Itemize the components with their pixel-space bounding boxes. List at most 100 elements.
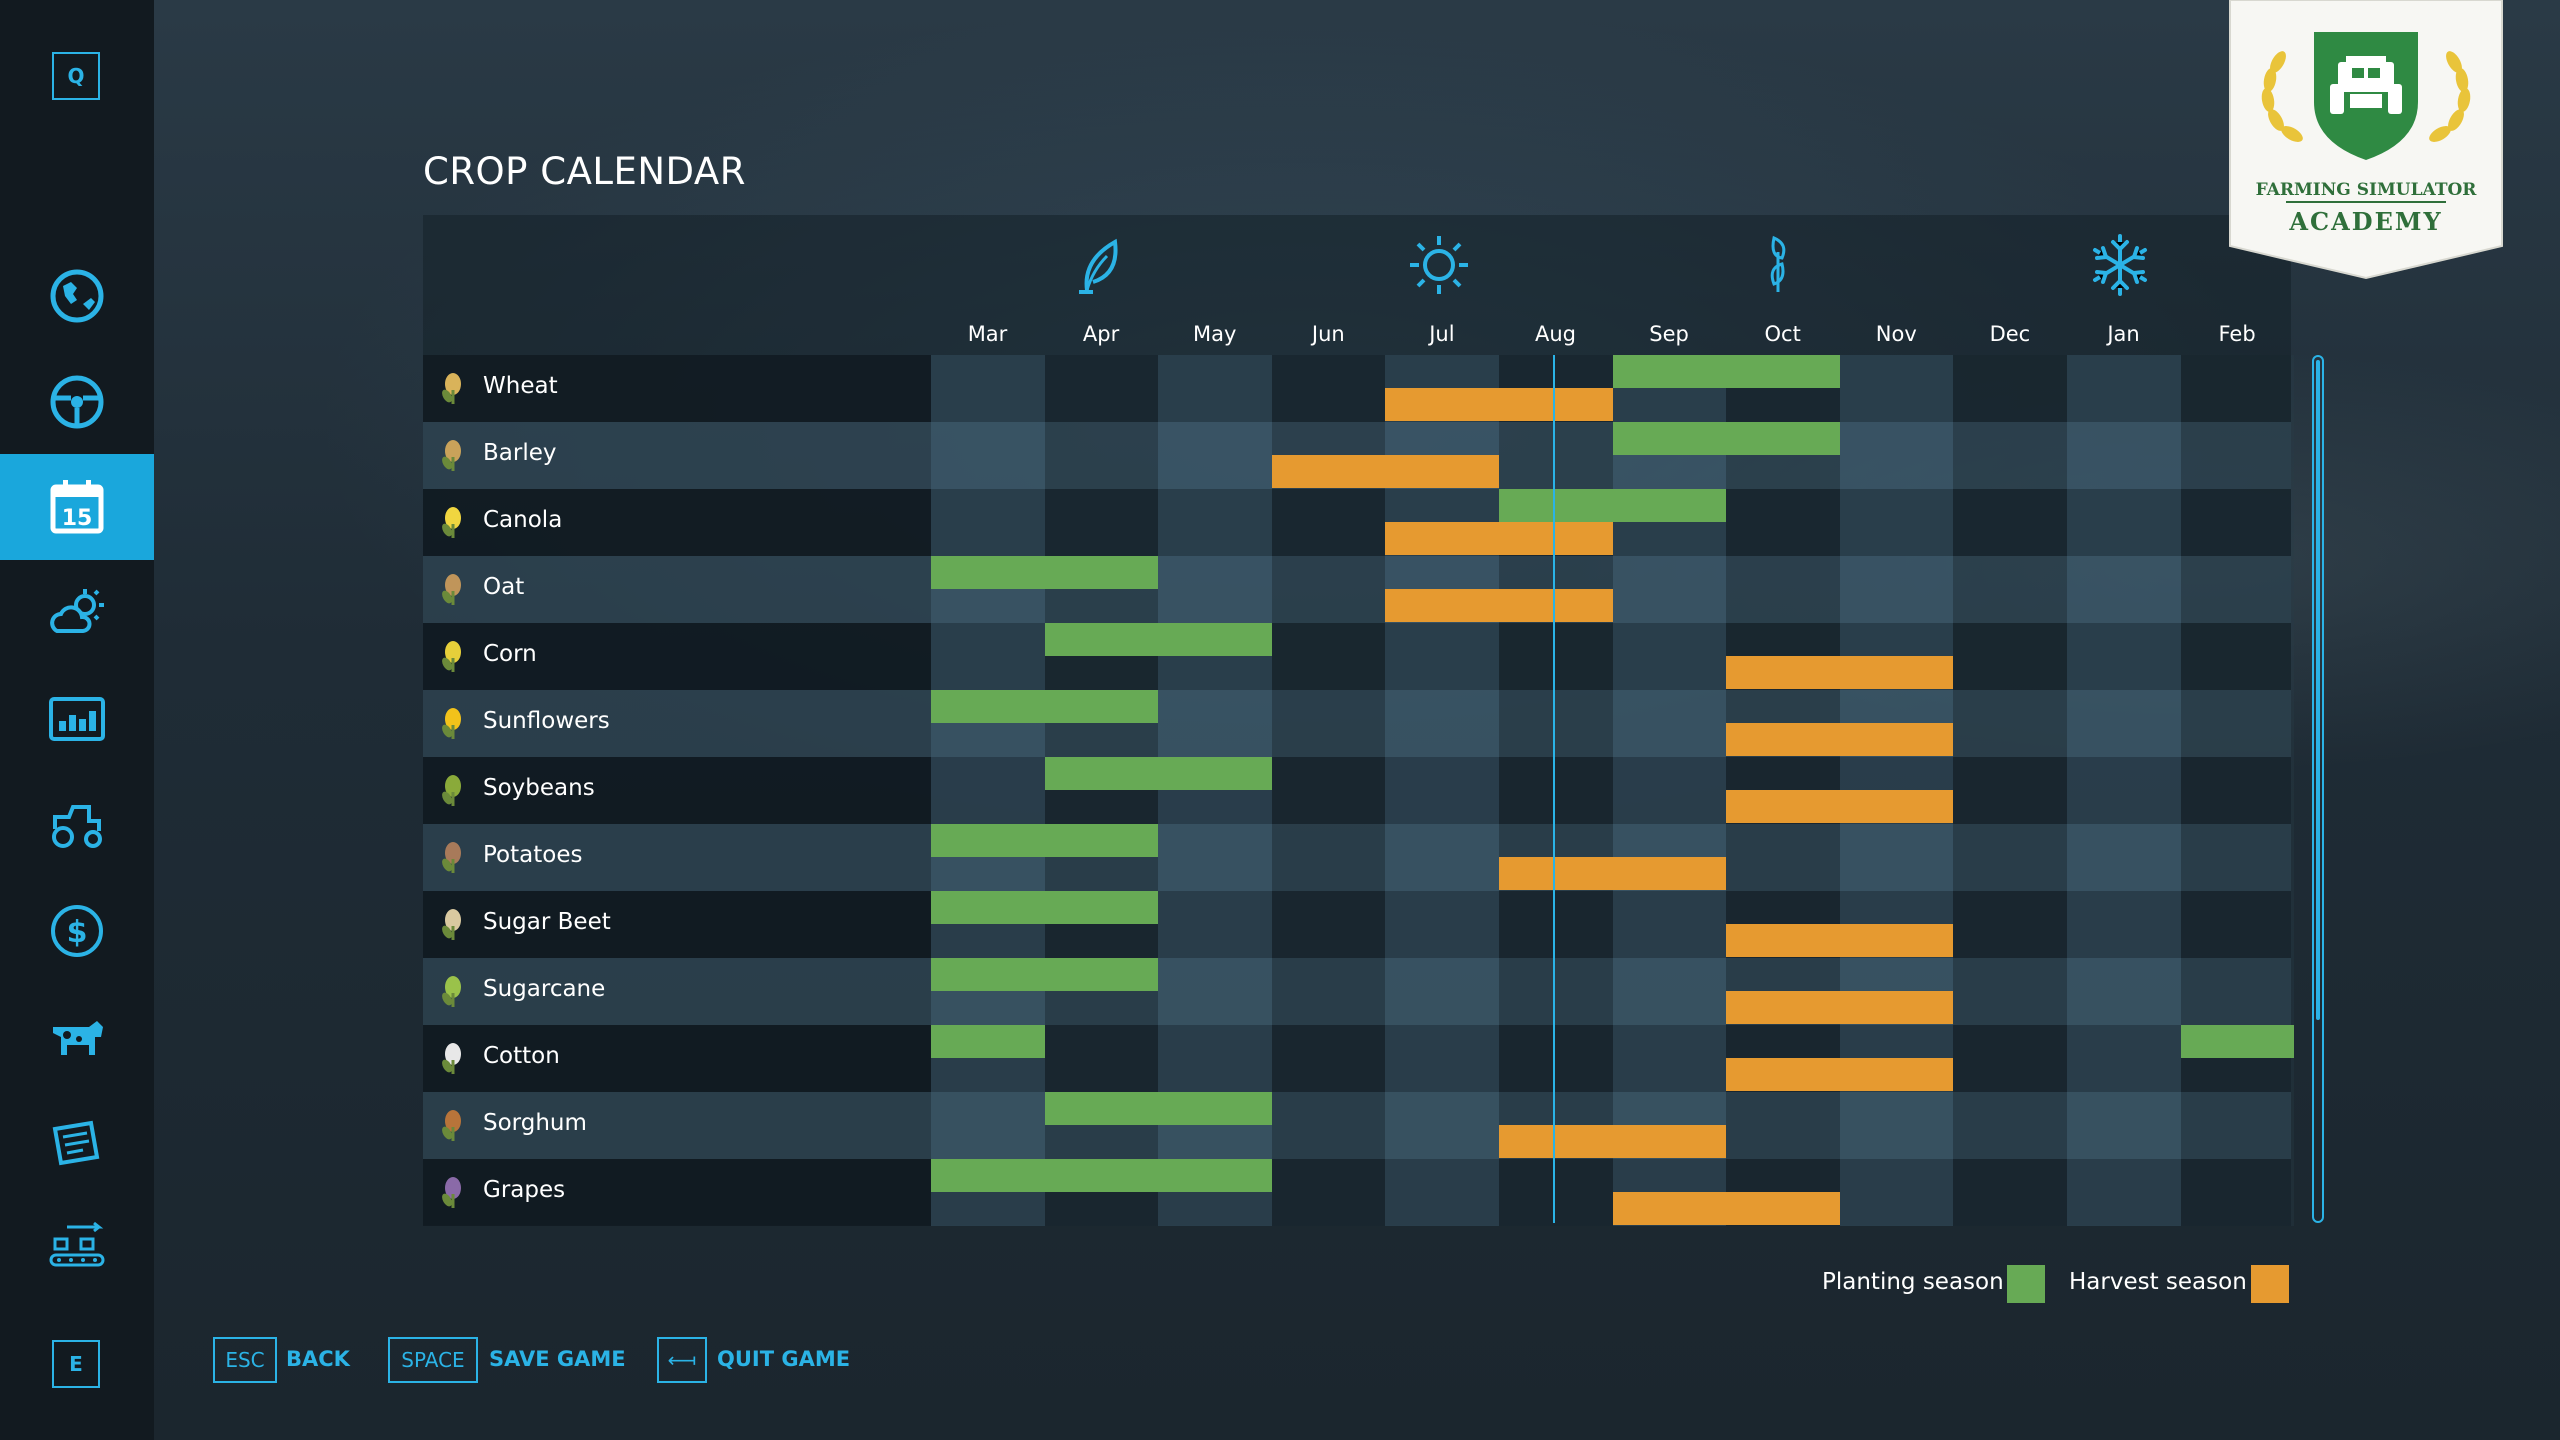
- key-e-hint[interactable]: E: [52, 1340, 100, 1388]
- calendar-cell: [2180, 824, 2295, 891]
- sorghum-icon: [442, 1110, 461, 1141]
- calendar-cell: [1839, 422, 1954, 489]
- calendar-cell: [2067, 958, 2181, 1025]
- crop-row[interactable]: [423, 355, 2291, 422]
- calendar-cell: [1839, 824, 1954, 891]
- planting-season-bar: [931, 824, 1159, 857]
- esc-key-hint[interactable]: ESC: [213, 1337, 277, 1383]
- sidebar-item-contracts[interactable]: [0, 1090, 154, 1196]
- planting-season-bar: [1044, 623, 1272, 656]
- month-header-sep: Sep: [1649, 322, 1689, 346]
- calendar-cell: [1499, 422, 1613, 489]
- sidebar-item-animals[interactable]: [0, 984, 154, 1090]
- calendar-cell: [1499, 1159, 1613, 1226]
- legend-harvest-label: Harvest season: [2069, 1269, 2247, 1295]
- crop-name: Sugarcane: [483, 976, 606, 1002]
- calendar-cell: [931, 757, 1045, 824]
- sidebar-item-statistics[interactable]: [0, 666, 154, 772]
- sidebar-item-production[interactable]: [0, 1196, 154, 1302]
- crop-row[interactable]: [423, 556, 2291, 623]
- harvest-season-bar: [1385, 522, 1613, 555]
- calendar-cell: [2067, 824, 2181, 891]
- harvest-season-bar: [1726, 1058, 1954, 1091]
- oat-icon: [442, 574, 461, 605]
- calendar-cell: [931, 422, 1045, 489]
- calendar-cell: [1953, 355, 2067, 422]
- calendar-cell: [1726, 824, 1840, 891]
- harvest-season-bar: [1385, 388, 1613, 421]
- back-button[interactable]: BACK: [286, 1347, 350, 1371]
- crop-row[interactable]: [423, 891, 2291, 958]
- calendar-cell: [1271, 824, 1386, 891]
- calendar-cell: [931, 623, 1045, 690]
- crop-row[interactable]: [423, 623, 2291, 690]
- calendar-cell: [1612, 556, 1727, 623]
- sidebar-item-vehicles[interactable]: [0, 349, 154, 455]
- calendar-cell: [2180, 623, 2295, 690]
- summer-sun-icon: [1410, 236, 1468, 294]
- harvest-season-bar: [1271, 455, 1499, 488]
- tractor-icon: [52, 805, 102, 848]
- calendar-cell: [1499, 757, 1613, 824]
- calendar-cell: [1612, 1025, 1727, 1092]
- crop-row[interactable]: [423, 1159, 2291, 1226]
- crop-row[interactable]: [423, 690, 2291, 757]
- cotton-icon: [442, 1043, 461, 1074]
- crop-row[interactable]: [423, 1025, 2291, 1092]
- canola-icon: [442, 507, 461, 538]
- calendar-cell: [2067, 556, 2181, 623]
- calendar-cell: [2067, 757, 2181, 824]
- crop-row[interactable]: [423, 824, 2291, 891]
- planting-season-bar: [931, 891, 1159, 924]
- month-header-jan: Jan: [2107, 322, 2140, 346]
- calendar-cell: [1385, 690, 1499, 757]
- calendar-cell: [1385, 1025, 1499, 1092]
- calendar-cell: [1726, 1092, 1840, 1159]
- crop-name: Potatoes: [483, 842, 583, 868]
- calendar-cell: [1839, 1092, 1954, 1159]
- calendar-cell: [1158, 690, 1272, 757]
- calendar-cell: [1158, 355, 1272, 422]
- calendar-cell: [931, 1092, 1045, 1159]
- calendar-cell: [2180, 489, 2295, 556]
- space-key-hint[interactable]: SPACE: [388, 1337, 478, 1383]
- farming-simulator-academy-logo[interactable]: FARMING SIMULATOR ACADEMY: [2228, 0, 2504, 280]
- calendar-cell: [1499, 958, 1613, 1025]
- calendar-cell: [1726, 489, 1840, 556]
- calendar-cell: [1953, 1159, 2067, 1226]
- planting-season-bar: [931, 556, 1159, 589]
- sidebar-item-finances[interactable]: $: [0, 878, 154, 984]
- scrollbar-track[interactable]: [2312, 355, 2324, 1223]
- planting-season-bar: [931, 1159, 1272, 1192]
- quit-key-hint[interactable]: ⟻: [657, 1337, 707, 1383]
- month-header-oct: Oct: [1764, 322, 1801, 346]
- calendar-cell: [1158, 958, 1272, 1025]
- legend-planting-label: Planting season: [1822, 1269, 2004, 1295]
- crop-row[interactable]: [423, 958, 2291, 1025]
- scrollbar-thumb[interactable]: [2316, 360, 2320, 1020]
- crop-name: Corn: [483, 641, 537, 667]
- crop-row[interactable]: [423, 757, 2291, 824]
- month-header-aug: Aug: [1534, 322, 1576, 346]
- calendar-cell: [1271, 690, 1386, 757]
- key-q-hint[interactable]: Q: [52, 52, 100, 100]
- calendar-cell: [1612, 757, 1727, 824]
- crop-name: Oat: [483, 574, 525, 600]
- calendar-cell: [931, 489, 1045, 556]
- quit-game-button[interactable]: QUIT GAME: [717, 1347, 851, 1371]
- month-header-may: May: [1192, 322, 1237, 346]
- sidebar-item-calendar[interactable]: 15: [0, 454, 154, 560]
- save-game-button[interactable]: SAVE GAME: [489, 1347, 626, 1371]
- crop-row[interactable]: [423, 489, 2291, 556]
- calendar-cell: [1271, 958, 1386, 1025]
- soybean-icon: [442, 775, 461, 806]
- calendar-day-label: 15: [62, 506, 93, 531]
- sidebar-item-map[interactable]: [0, 243, 154, 349]
- sidebar-item-weather[interactable]: [0, 560, 154, 666]
- calendar-cell: [1044, 422, 1159, 489]
- calendar-cell: [1158, 489, 1272, 556]
- calendar-cell: [1158, 1025, 1272, 1092]
- crop-row[interactable]: [423, 1092, 2291, 1159]
- calendar-cell: [1385, 958, 1499, 1025]
- sidebar-item-garage[interactable]: [0, 772, 154, 878]
